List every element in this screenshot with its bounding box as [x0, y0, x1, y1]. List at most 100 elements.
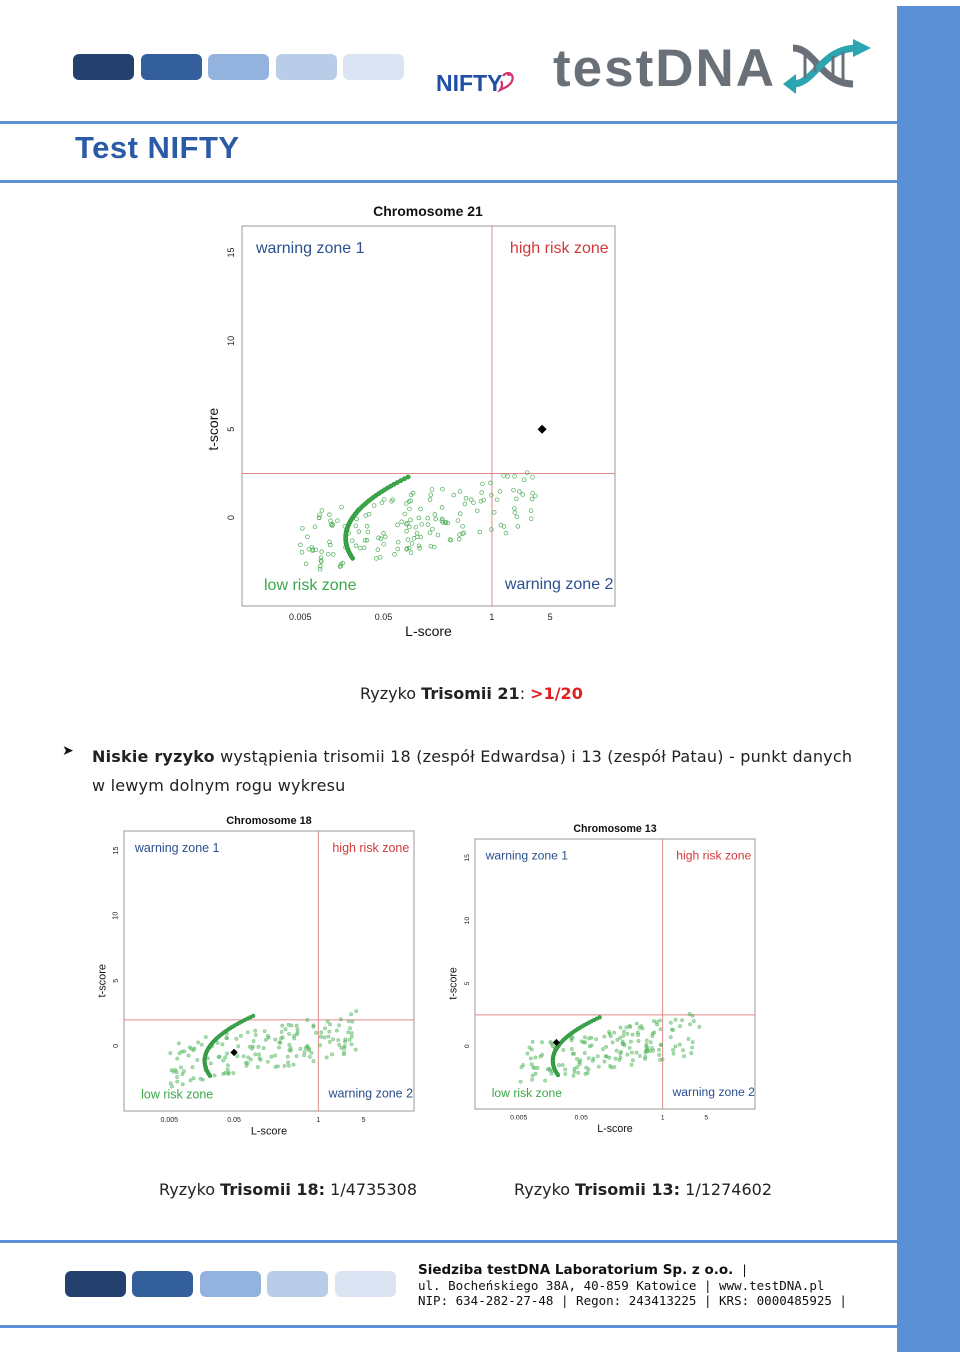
reference-sample-point [292, 1034, 296, 1038]
reference-sample-point [328, 1022, 333, 1027]
trisomy-18-risk: Ryzyko Trisomii 18: 1/4735308 [159, 1180, 417, 1199]
reference-sample-point [305, 534, 310, 539]
reference-sample-point [651, 1019, 656, 1024]
reference-sample-point [530, 475, 535, 480]
x-axis-title: L-score [405, 623, 452, 639]
reference-sample-point [583, 1035, 587, 1040]
reference-sample-point [236, 1044, 241, 1049]
y-axis-title: t-score [448, 967, 460, 1000]
reference-sample-point [528, 1056, 533, 1061]
reference-sample-point [349, 1042, 354, 1047]
reference-sample-point [433, 516, 438, 522]
reference-sample-point [307, 1054, 312, 1059]
reference-sample-point [586, 1056, 591, 1061]
reference-sample-point [417, 546, 422, 551]
reference-sample-point [180, 1072, 185, 1077]
reference-sample-point [327, 1040, 332, 1044]
reference-sample-point [498, 522, 504, 528]
reference-sample-point [612, 1065, 617, 1069]
reference-sample-point [389, 499, 394, 504]
reference-sample-point [395, 546, 401, 552]
page-title: Test NIFTY [75, 130, 240, 165]
reference-sample-point [620, 1039, 625, 1044]
reference-sample-point [577, 1062, 582, 1067]
reference-sample-point [468, 497, 474, 502]
reference-sample-point [596, 1064, 601, 1069]
reference-sample-point [330, 1052, 335, 1057]
reference-sample-point [347, 1037, 352, 1042]
footer-bar-1 [65, 1271, 126, 1297]
footer-bar-4 [267, 1271, 328, 1297]
reference-sample-point [403, 521, 409, 527]
reference-sample-point [302, 1049, 307, 1054]
reference-sample-point [346, 1030, 351, 1035]
reference-sample-point [525, 1051, 530, 1056]
reference-sample-point [328, 522, 334, 527]
header-divider [0, 121, 897, 124]
x-tick-label: 0.005 [510, 1115, 527, 1122]
reference-sample-point [560, 1063, 565, 1067]
risk-prefix: Ryzyko [514, 1180, 576, 1199]
reference-sample-point [428, 543, 434, 549]
reference-sample-point [613, 1056, 618, 1061]
reference-sample-point [342, 1050, 347, 1055]
reference-sample-point [618, 1051, 623, 1056]
reference-sample-point [404, 501, 409, 506]
reference-sample-point [245, 1061, 250, 1066]
reference-sample-point [682, 1054, 687, 1059]
reference-sample-point [501, 473, 506, 478]
reference-sample-point [571, 1073, 576, 1078]
company-registry: NIP: 634-282-27-48 | Regon: 243413225 | … [418, 1293, 847, 1308]
reference-sample-point [404, 546, 410, 551]
reference-sample-point [612, 1030, 617, 1035]
reference-sample-point [671, 1051, 676, 1056]
testdna-logo: testDNA [553, 36, 883, 98]
reference-sample-point [337, 1023, 342, 1028]
reference-sample-point [563, 1071, 568, 1076]
summary-paragraph: Niskie ryzyko wystąpienia trisomii 18 (z… [92, 742, 862, 800]
reference-sample-point [648, 1049, 653, 1053]
reference-sample-point [575, 1056, 579, 1061]
reference-sample-point [528, 516, 534, 521]
reference-sample-point [549, 1041, 554, 1046]
risk-value: 1/4735308 [325, 1180, 417, 1199]
reference-sample-point [690, 1040, 695, 1045]
reference-sample-point [471, 500, 476, 505]
reference-sample-point [447, 537, 453, 542]
reference-sample-point [187, 1045, 192, 1050]
reference-sample-point [171, 1069, 176, 1074]
reference-sample-point [432, 512, 438, 517]
reference-sample-point [305, 1044, 310, 1049]
summary-text: wystąpienia trisomii 18 (zespół Edwardsa… [92, 747, 853, 795]
reference-sample-point [533, 1055, 538, 1060]
reference-sample-point [524, 470, 530, 475]
zone-label-high-risk: high risk zone [676, 849, 751, 863]
reference-sample-point [627, 1045, 632, 1050]
reference-sample-point [511, 487, 516, 493]
reference-sample-point [418, 506, 423, 512]
risk-sep: : [519, 684, 531, 703]
x-tick-label: 5 [548, 612, 553, 622]
reference-sample-point [576, 1070, 581, 1075]
reference-sample-point [331, 1037, 335, 1042]
reference-sample-point [603, 1054, 608, 1059]
reference-sample-point [277, 1040, 282, 1045]
reference-sample-point [335, 518, 340, 523]
risk-prefix: Ryzyko [360, 684, 422, 703]
reference-sample-point [266, 1035, 271, 1040]
reference-sample-point [225, 1036, 230, 1041]
reference-sample-point [625, 1052, 630, 1057]
reference-sample-point [253, 1052, 258, 1057]
reference-sample-point [460, 531, 465, 536]
reference-sample-point [460, 524, 465, 529]
footer-bar-3 [200, 1271, 261, 1297]
reference-sample-point [428, 492, 434, 498]
reference-sample-point [318, 1043, 323, 1048]
reference-sample-point [652, 1030, 657, 1035]
reference-sample-point [505, 474, 510, 479]
reference-sample-point [363, 513, 368, 518]
reference-sample-point [257, 1056, 262, 1061]
reference-sample-point [457, 489, 463, 494]
reference-sample-point [406, 524, 412, 530]
reference-sample-point [212, 1073, 217, 1078]
